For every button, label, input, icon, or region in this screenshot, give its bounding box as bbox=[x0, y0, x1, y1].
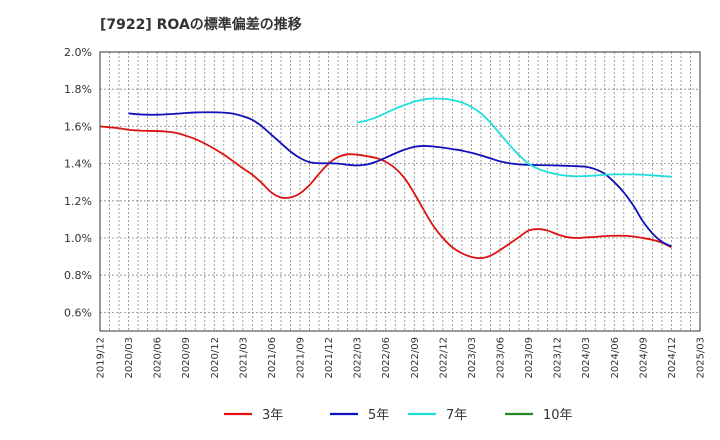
x-axis-ticks: 2019/12 2020/03 2020/06 2020/09 2020/12 2021/… bbox=[96, 337, 707, 379]
x-tick-label: 2021/06 bbox=[267, 337, 278, 379]
x-tick-label: 2024/06 bbox=[610, 337, 621, 379]
x-tick-label: 2022/09 bbox=[410, 337, 421, 379]
x-tick-label: 2022/12 bbox=[438, 337, 449, 379]
x-tick-label: 2021/09 bbox=[296, 337, 307, 379]
x-tick-label: 2019/12 bbox=[96, 337, 107, 379]
y-tick-label: 1.2% bbox=[64, 195, 92, 208]
series-line-1 bbox=[128, 111, 672, 248]
x-tick-label: 2023/06 bbox=[496, 337, 507, 379]
x-tick-label: 2022/06 bbox=[381, 337, 392, 379]
x-tick-label: 2020/03 bbox=[124, 337, 135, 379]
x-tick-label: 2023/09 bbox=[524, 337, 535, 379]
x-tick-label: 2020/12 bbox=[210, 337, 221, 379]
x-tick-label: 2024/12 bbox=[667, 337, 678, 379]
legend-label: 5年 bbox=[368, 408, 389, 423]
chart-title: [7922] ROAの標準偏差の推移 bbox=[100, 17, 302, 33]
x-tick-label: 2020/06 bbox=[153, 337, 164, 379]
legend-label: 10年 bbox=[543, 408, 573, 423]
x-tick-label: 2024/09 bbox=[638, 337, 649, 379]
x-tick-label: 2021/12 bbox=[324, 337, 335, 379]
y-tick-label: 1.8% bbox=[64, 83, 92, 96]
y-tick-label: 2.0% bbox=[64, 46, 92, 59]
x-tick-label: 2022/03 bbox=[353, 337, 364, 379]
plot-frame bbox=[99, 51, 701, 332]
grid-lines bbox=[100, 51, 700, 331]
y-tick-label: 1.6% bbox=[64, 120, 92, 133]
series-line-0 bbox=[99, 125, 672, 260]
y-tick-label: 0.6% bbox=[64, 306, 92, 319]
x-tick-label: 2023/03 bbox=[467, 337, 478, 379]
x-tick-label: 2023/12 bbox=[553, 337, 564, 379]
x-tick-label: 2020/09 bbox=[181, 337, 192, 379]
x-tick-label: 2024/03 bbox=[581, 337, 592, 379]
y-tick-label: 1.4% bbox=[64, 158, 92, 171]
x-tick-label: 2021/03 bbox=[238, 337, 249, 379]
legend-label: 3年 bbox=[262, 408, 283, 423]
series-line-2 bbox=[356, 97, 672, 178]
y-axis-ticks: 2.0% 1.8% 1.6% 1.4% 1.2% 1.0% 0.8% 0.6% bbox=[64, 46, 92, 319]
y-tick-label: 0.8% bbox=[64, 269, 92, 282]
x-tick-label: 2025/03 bbox=[696, 337, 707, 379]
y-tick-label: 1.0% bbox=[64, 232, 92, 245]
series-lines bbox=[99, 97, 672, 260]
legend: 3年 5年 7年 10年 bbox=[224, 408, 573, 423]
legend-label: 7年 bbox=[446, 408, 467, 423]
